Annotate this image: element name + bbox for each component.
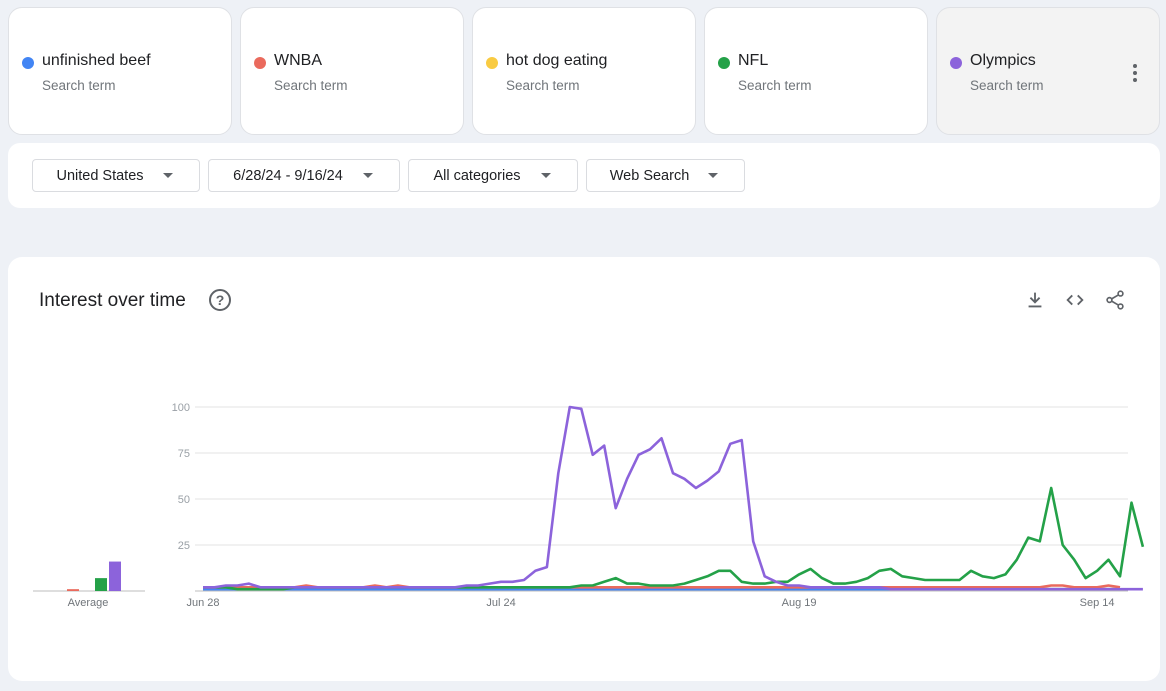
average-bar-olympics: [109, 561, 121, 591]
series-line-wnba: [203, 584, 1121, 589]
y-tick-label: 75: [178, 448, 190, 460]
term-card-hot-dog-eating[interactable]: hot dog eating Search term: [472, 7, 696, 135]
dropdown-arrow-icon: [163, 173, 173, 178]
x-tick-label: Aug 19: [782, 597, 817, 609]
search-property-dropdown[interactable]: Web Search: [586, 159, 745, 192]
term-type: Search term: [42, 78, 116, 93]
date-range-dropdown[interactable]: 6/28/24 - 9/16/24: [208, 159, 400, 192]
dropdown-arrow-icon: [541, 173, 551, 178]
x-tick-label: Sep 14: [1080, 597, 1115, 609]
term-card-olympics[interactable]: Olympics Search term: [936, 7, 1160, 135]
y-tick-label: 25: [178, 540, 190, 552]
series-color-dot: [950, 57, 962, 69]
term-card-unfinished-beef[interactable]: unfinished beef Search term: [8, 7, 232, 135]
term-name: hot dog eating: [506, 52, 608, 69]
term-name: NFL: [738, 52, 769, 69]
term-type: Search term: [274, 78, 348, 93]
download-icon[interactable]: [1024, 289, 1046, 311]
more-vert-icon[interactable]: [1133, 64, 1137, 85]
term-type: Search term: [738, 78, 812, 93]
series-line-nfl: [203, 486, 1145, 591]
average-label: Average: [68, 597, 109, 609]
series-color-dot: [22, 57, 34, 69]
embed-icon[interactable]: [1064, 289, 1086, 311]
series-line-olympics: [203, 405, 1143, 591]
y-tick-label: 100: [172, 402, 190, 414]
chart-title: Interest over time: [39, 290, 186, 311]
term-name: unfinished beef: [42, 52, 151, 69]
y-tick-label: 50: [178, 494, 190, 506]
x-tick-label: Jun 28: [186, 597, 219, 609]
average-bar-wnba: [67, 589, 79, 591]
term-name: Olympics: [970, 52, 1036, 69]
category-dropdown[interactable]: All categories: [408, 159, 578, 192]
category-label: All categories: [433, 167, 521, 184]
series-line-hot-dog-eating: [203, 585, 1120, 591]
series-color-dot: [486, 57, 498, 69]
x-tick-label: Jul 24: [486, 597, 515, 609]
average-bar-nfl: [95, 578, 107, 591]
region-label: United States: [56, 167, 144, 184]
filter-bar: United States 6/28/24 - 9/16/24 All cate…: [8, 143, 1160, 208]
term-card-nfl[interactable]: NFL Search term: [704, 7, 928, 135]
dropdown-arrow-icon: [363, 173, 373, 178]
term-card-wnba[interactable]: WNBA Search term: [240, 7, 464, 135]
dropdown-arrow-icon: [708, 173, 718, 178]
help-icon[interactable]: ?: [209, 289, 231, 311]
interest-over-time-card: Interest over time ? 25 50 75 100 Jun 28 Jul …: [8, 257, 1160, 681]
term-name: WNBA: [274, 52, 322, 69]
share-icon[interactable]: [1104, 289, 1126, 311]
date-range-label: 6/28/24 - 9/16/24: [233, 167, 343, 184]
interest-over-time-chart: 25 50 75 100 Jun 28 Jul 24 Aug 19 Sep 14 Average: [33, 402, 1145, 609]
series-color-dot: [718, 57, 730, 69]
term-type: Search term: [506, 78, 580, 93]
search-property-label: Web Search: [609, 167, 690, 184]
series-color-dot: [254, 57, 266, 69]
term-type: Search term: [970, 78, 1044, 93]
region-dropdown[interactable]: United States: [32, 159, 200, 192]
